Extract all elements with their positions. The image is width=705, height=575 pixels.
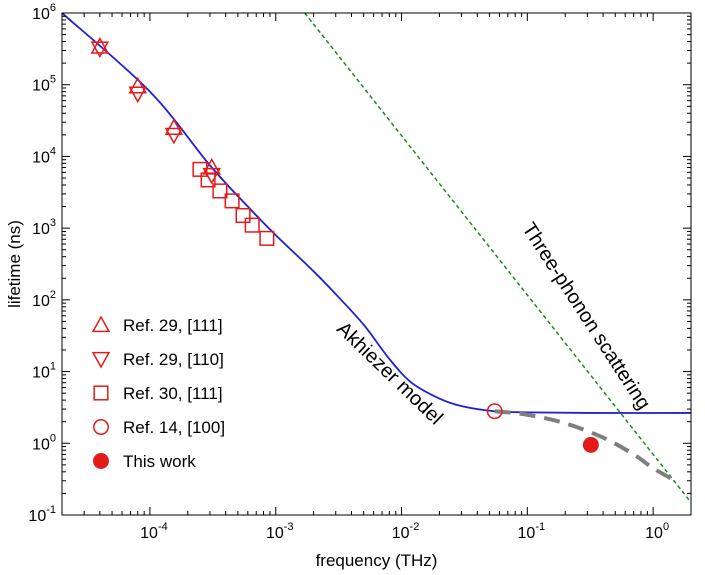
- y-tick-label: 105: [32, 74, 56, 95]
- legend-circle-filled-marker: [93, 453, 109, 469]
- triangle-up-marker: [164, 118, 184, 136]
- square-marker: [235, 207, 251, 224]
- y-tick-label: 101: [32, 361, 56, 382]
- x-tick-label: 10-1: [518, 521, 546, 542]
- akhiezer-model-line: [62, 13, 691, 414]
- legend-entry-label: Ref. 14, [100]: [123, 418, 225, 437]
- y-tick-label: 102: [32, 289, 56, 310]
- y-tick-label: 100: [32, 432, 56, 453]
- legend-entry-label: Ref. 29, [110]: [123, 350, 224, 369]
- triangle-down-marker: [202, 167, 222, 185]
- triangle-down-marker: [90, 41, 110, 59]
- x-tick-label: 100: [645, 521, 669, 542]
- y-axis-label: lifetime (ns): [5, 220, 24, 308]
- three-phonon-line: [304, 13, 691, 503]
- plot-frame: [61, 12, 692, 516]
- triangle-up-marker: [128, 76, 148, 94]
- y-tick-label: 106: [32, 2, 56, 23]
- x-axis-label: frequency (THz): [316, 551, 438, 570]
- triangle-up-marker: [202, 157, 222, 175]
- square-marker: [244, 217, 260, 233]
- square-marker: [192, 161, 208, 177]
- legend-triangle-up-marker: [91, 315, 111, 333]
- circle-filled-marker: [582, 436, 599, 453]
- square-marker: [259, 230, 275, 246]
- circle-open-marker: [486, 403, 503, 420]
- square-marker: [224, 193, 240, 209]
- lines-layer: [62, 13, 691, 503]
- legend: Ref. 29, [111] Ref. 29, [110] Ref. 30, [11…: [91, 315, 225, 471]
- legend-square-marker: [93, 385, 109, 401]
- y-tick-label: 104: [32, 145, 56, 166]
- legend-entry-label: Ref. 30, [111]: [123, 384, 223, 403]
- triangle-down-marker: [164, 127, 184, 145]
- ticks-layer: 10-4 10-3 10-2 10-1 100 10-1 100 101 102 103 104 10…: [28, 2, 692, 542]
- x-tick-label: 10-2: [392, 521, 420, 542]
- triangle-down-marker: [128, 86, 148, 104]
- extrapolation-dashed-line: [494, 409, 677, 483]
- x-tick-label: 10-4: [140, 521, 168, 542]
- y-tick-label: 103: [32, 217, 56, 238]
- legend-circle-open-marker: [93, 419, 109, 435]
- x-tick-label: 10-3: [266, 521, 294, 542]
- legend-entry-label: This work: [123, 452, 196, 471]
- triangle-up-marker: [90, 37, 110, 54]
- legend-triangle-down-marker: [91, 351, 111, 369]
- markers-layer: [90, 37, 599, 453]
- legend-entry-label: Ref. 29, [111]: [123, 316, 223, 335]
- square-marker: [200, 172, 216, 188]
- y-tick-label: 10-1: [28, 504, 56, 525]
- square-marker: [212, 183, 228, 199]
